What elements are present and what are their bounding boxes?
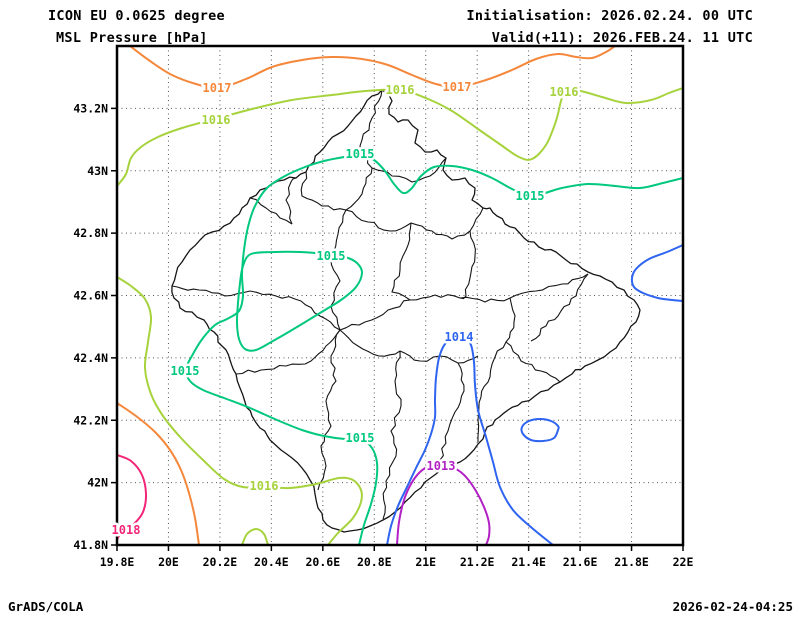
- y-tick-label: 42N: [87, 476, 108, 490]
- isoline-1014: [386, 335, 554, 546]
- municipality-border: [505, 341, 561, 383]
- isoline-1014: [520, 417, 560, 443]
- isoline-1015: [184, 152, 684, 546]
- model-title: ICON EU 0.0625 degree: [48, 8, 225, 24]
- isoline-label-1018: 1018: [112, 523, 141, 537]
- municipality-border: [382, 350, 402, 520]
- x-tick-label: 20.2E: [203, 555, 238, 569]
- isoline-label-1016: 1016: [550, 85, 579, 99]
- isoline-label-1015: 1015: [516, 189, 545, 203]
- isoline-1016: [241, 527, 269, 546]
- valid-time-label: Valid(+11): 2026.FEB.24. 11 UTC: [491, 30, 753, 46]
- isoline-1016: [116, 276, 363, 546]
- isoline-label-1015: 1015: [346, 431, 375, 445]
- municipality-border: [459, 230, 476, 300]
- isoline-1017: [129, 45, 616, 90]
- y-tick-label: 42.6N: [73, 289, 108, 303]
- creation-timestamp: 2026-02-24-04:25: [672, 599, 793, 614]
- y-tick-label: 41.8N: [73, 538, 108, 552]
- init-time-label: Initialisation: 2026.02.24. 00 UTC: [466, 8, 753, 24]
- municipality-border: [330, 209, 347, 331]
- municipality-border: [235, 329, 341, 375]
- isoline-1016: [116, 87, 684, 187]
- x-tick-label: 21.8E: [614, 555, 649, 569]
- x-tick-label: 21E: [415, 555, 436, 569]
- municipality-border: [530, 273, 589, 342]
- x-tick-label: 20.6E: [306, 555, 341, 569]
- municipality-border: [391, 222, 412, 301]
- y-tick-label: 43.2N: [73, 101, 108, 115]
- isoline-label-1017: 1017: [203, 81, 232, 95]
- isoline-label-1016: 1016: [202, 113, 231, 127]
- isoline-label-1013: 1013: [427, 459, 456, 473]
- x-tick-label: 20.4E: [254, 555, 289, 569]
- country-border: [171, 89, 641, 533]
- isoline-label-1017: 1017: [443, 80, 472, 94]
- isoline-1018: [116, 454, 148, 541]
- y-tick-label: 43N: [87, 164, 108, 178]
- isoline-1013: [396, 463, 491, 546]
- x-tick-label: 21.6E: [563, 555, 598, 569]
- municipality-border: [317, 329, 341, 491]
- isoline-label-1015: 1015: [171, 364, 200, 378]
- field-title: MSL Pressure [hPa]: [56, 30, 208, 46]
- grads-credit: GrADS/COLA: [8, 599, 84, 614]
- municipality-border: [477, 297, 516, 442]
- isoline-label-1016: 1016: [250, 479, 279, 493]
- x-tick-label: 20E: [158, 555, 179, 569]
- isoline-1015: [235, 250, 364, 352]
- municipality-border: [339, 329, 479, 364]
- isoline-label-1016: 1016: [386, 83, 415, 97]
- municipality-border: [436, 362, 465, 474]
- x-tick-label: 21.4E: [511, 555, 546, 569]
- municipality-border: [345, 207, 484, 240]
- y-tick-label: 42.8N: [73, 226, 108, 240]
- x-tick-label: 22E: [673, 555, 694, 569]
- isoline-1014: [630, 244, 684, 302]
- x-tick-label: 19.8E: [100, 555, 135, 569]
- x-tick-label: 21.2E: [460, 555, 495, 569]
- x-tick-label: 20.8E: [357, 555, 392, 569]
- isoline-label-1015: 1015: [346, 147, 375, 161]
- municipality-border: [339, 273, 589, 331]
- municipality-border: [285, 177, 297, 225]
- municipality-border: [171, 285, 341, 331]
- isoline-label-1014: 1014: [445, 330, 474, 344]
- isoline-label-1015: 1015: [317, 249, 346, 263]
- y-tick-label: 42.2N: [73, 413, 108, 427]
- isoline-1017: [116, 402, 200, 546]
- y-tick-label: 42.4N: [73, 351, 108, 365]
- municipality-border: [300, 171, 347, 211]
